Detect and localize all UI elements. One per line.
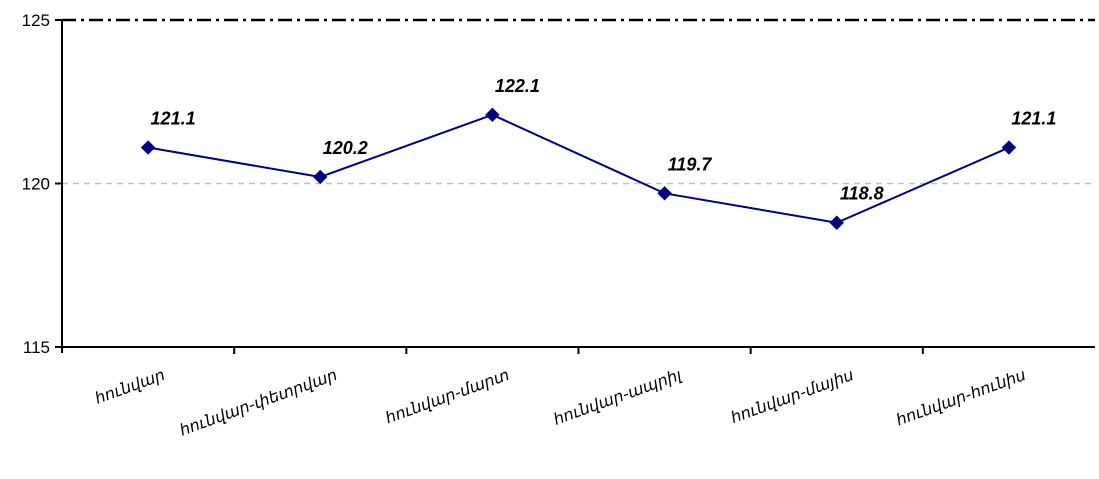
data-point [829, 215, 844, 230]
grid-layer [62, 18, 1095, 185]
data-point [657, 186, 672, 201]
x-tick-label: հունվար-փետրվար [177, 365, 340, 440]
data-point [485, 107, 500, 123]
data-label: 118.8 [840, 184, 884, 204]
data-point [313, 169, 328, 185]
data-label: 121.1 [151, 109, 196, 129]
data-point [1001, 140, 1017, 155]
y-tick-label: 125 [22, 11, 50, 30]
series-line [147, 113, 1010, 224]
data-label: 120.2 [323, 138, 368, 158]
data-label: 121.1 [1011, 109, 1056, 129]
data-label: 122.1 [495, 76, 540, 96]
label-layer: 121.1 120.2 122.1 119.7 118.8 121.1 [151, 76, 1057, 204]
x-tick-label: հունվար-մայիս [728, 365, 856, 427]
series-layer [140, 107, 1017, 230]
y-tick-label: 115 [23, 338, 50, 357]
x-tick-label: հունվար-ապրիլ [551, 365, 684, 429]
x-tick-label: հունվար-մարտ [383, 365, 512, 427]
y-tick-label: 120 [22, 175, 50, 194]
axis-layer: 115 120 125 հունվար հունվար-փետրվար հունվար-մ… [22, 11, 1095, 440]
data-point [140, 140, 156, 155]
x-tick-label: հունվար-հունիս [893, 365, 1028, 430]
data-label: 119.7 [668, 154, 713, 174]
x-tick-label: հունվար [92, 365, 167, 408]
